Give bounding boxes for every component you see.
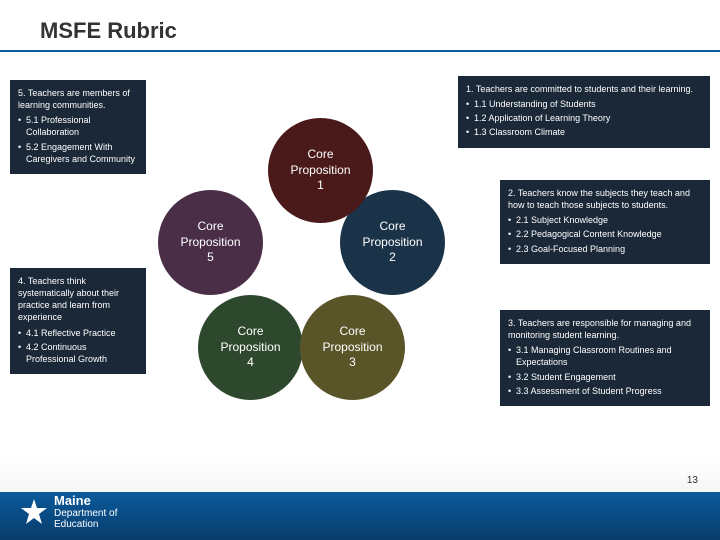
panel-items-list: 3.1 Managing Classroom Routines and Expe… (508, 344, 702, 397)
proposition-panel-4: 4. Teachers think systematically about t… (10, 268, 146, 374)
panel-item: 1.3 Classroom Climate (466, 126, 702, 138)
panel-items-list: 1.1 Understanding of Students 1.2 Applica… (466, 98, 702, 138)
core-proposition-circle-3: Core Proposition 3 (300, 295, 405, 400)
panel-heading: 3. Teachers are responsible for managing… (508, 317, 702, 341)
panel-heading: 2. Teachers know the subjects they teach… (508, 187, 702, 211)
panel-item: 1.2 Application of Learning Theory (466, 112, 702, 124)
panel-item: 4.2 Continuous Professional Growth (18, 341, 138, 365)
panel-items-list: 2.1 Subject Knowledge 2.2 Pedagogical Con… (508, 214, 702, 254)
title-underline (0, 50, 720, 52)
panel-item: 3.3 Assessment of Student Progress (508, 385, 702, 397)
proposition-panel-3: 3. Teachers are responsible for managing… (500, 310, 710, 406)
panel-item: 1.1 Understanding of Students (466, 98, 702, 110)
proposition-panel-5: 5. Teachers are members of learning comm… (10, 80, 146, 174)
panel-item: 3.2 Student Engagement (508, 371, 702, 383)
panel-heading: 4. Teachers think systematically about t… (18, 275, 138, 324)
core-proposition-circle-4: Core Proposition 4 (198, 295, 303, 400)
panel-items-list: 4.1 Reflective Practice 4.2 Continuous Pr… (18, 327, 138, 365)
page-number: 13 (687, 475, 698, 486)
maine-doe-logo: Maine Department of Education (20, 494, 117, 530)
panel-item: 2.2 Pedagogical Content Knowledge (508, 228, 702, 240)
proposition-panel-1: 1. Teachers are committed to students an… (458, 76, 710, 148)
panel-item: 5.1 Professional Collaboration (18, 114, 138, 138)
panel-item: 3.1 Managing Classroom Routines and Expe… (508, 344, 702, 368)
panel-heading: 1. Teachers are committed to students an… (466, 83, 702, 95)
panel-item: 2.3 Goal-Focused Planning (508, 243, 702, 255)
proposition-panel-2: 2. Teachers know the subjects they teach… (500, 180, 710, 264)
panel-heading: 5. Teachers are members of learning comm… (18, 87, 138, 111)
panel-item: 4.1 Reflective Practice (18, 327, 138, 339)
core-proposition-circle-5: Core Proposition 5 (158, 190, 263, 295)
logo-text: Maine Department of Education (54, 494, 117, 530)
logo-star-icon (20, 498, 48, 526)
panel-item: 5.2 Engagement With Caregivers and Commu… (18, 141, 138, 165)
panel-items-list: 5.1 Professional Collaboration 5.2 Engage… (18, 114, 138, 165)
panel-item: 2.1 Subject Knowledge (508, 214, 702, 226)
core-proposition-circle-1: Core Proposition 1 (268, 118, 373, 223)
page-title: MSFE Rubric (40, 18, 177, 44)
